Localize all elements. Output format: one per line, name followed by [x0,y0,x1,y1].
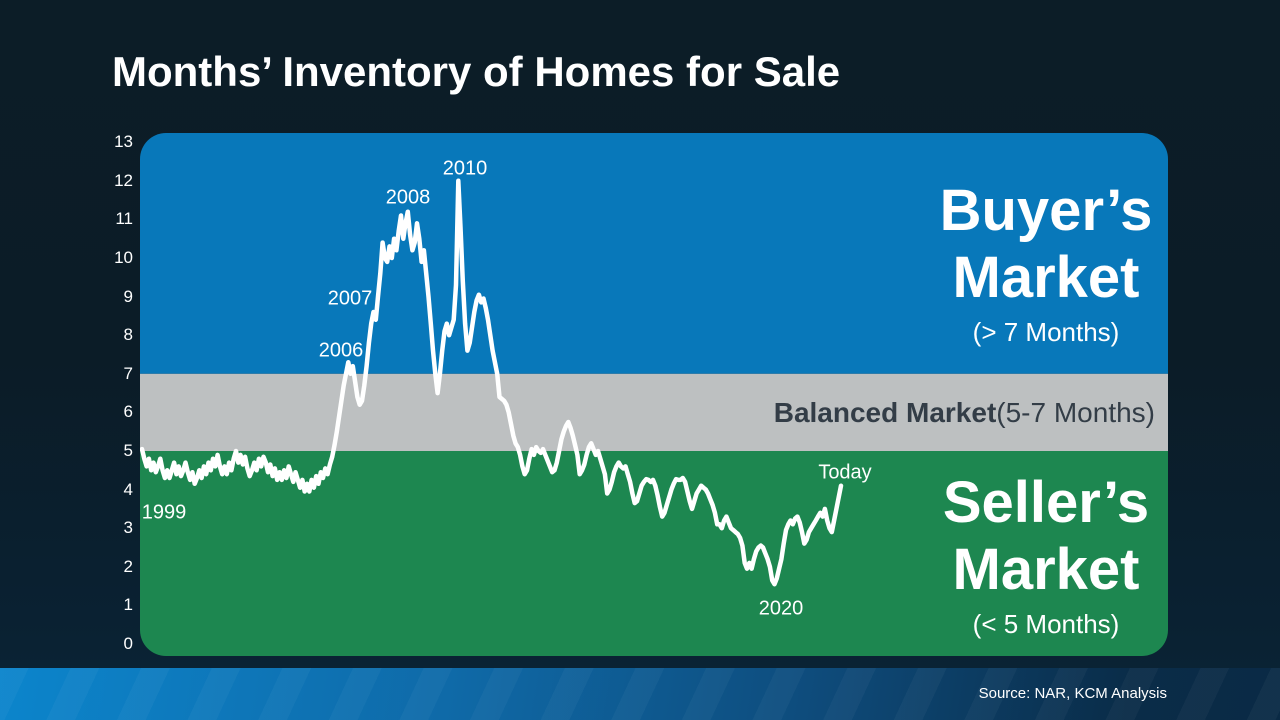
annotation-2006: 2006 [318,339,364,362]
sellers-market-line1: Seller’s [942,470,1150,535]
y-axis-label-4: 4 [123,479,133,499]
annotation-2008: 2008 [385,186,431,209]
annotation-2007: 2007 [327,287,373,310]
annotation-1999: 1999 [141,501,187,524]
annotation-2020: 2020 [758,597,804,620]
sellers-market-label: Seller’s Market (< 5 Months) [876,469,1216,641]
y-axis: 0 1 2 3 4 5 6 7 8 9 10 11 12 13 [85,0,133,720]
source-attribution: Source: NAR, KCM Analysis [978,685,1167,702]
y-axis-label-1: 1 [123,595,133,615]
inventory-chart-svg [140,133,1168,656]
page-title: Months’ Inventory of Homes for Sale [112,48,841,95]
balanced-market-zone [140,373,1168,451]
y-axis-label-8: 8 [123,325,133,345]
annotation-2010: 2010 [442,157,488,180]
y-axis-label-5: 5 [123,441,133,460]
y-axis-label-12: 12 [114,170,133,190]
sellers-market-subtitle: (< 5 Months) [972,609,1120,639]
buyers-market-line2: Market [952,245,1140,310]
balanced-market-label: Balanced Market (5-7 Months) [155,379,1155,447]
footer-bar: Source: NAR, KCM Analysis [0,668,1280,720]
y-axis-label-2: 2 [123,556,133,576]
buyers-market-line1: Buyer’s [939,178,1153,243]
y-axis-label-6: 6 [123,402,133,422]
balanced-market-normal: (5-7 Months) [996,397,1155,428]
inventory-line [140,178,844,587]
y-axis-label-10: 10 [114,248,133,267]
y-axis-label-11: 11 [115,209,133,229]
buyers-market-label: Buyer’s Market (> 7 Months) [876,177,1216,349]
buyers-market-subtitle: (> 7 Months) [972,317,1120,347]
inventory-chart: Buyer’s Market (> 7 Months) Balanced Mar… [140,133,1168,656]
y-axis-label-7: 7 [123,363,133,383]
balanced-market-bold: Balanced Market [773,397,997,428]
y-axis-label-9: 9 [123,286,133,306]
buyer-s-market-zone [140,133,1168,374]
y-axis-label-0: 0 [123,634,133,653]
sellers-market-line2: Market [952,537,1140,602]
annotation-today: Today [818,461,872,484]
y-axis-label-3: 3 [123,518,133,538]
y-axis-label-13: 13 [114,132,133,152]
